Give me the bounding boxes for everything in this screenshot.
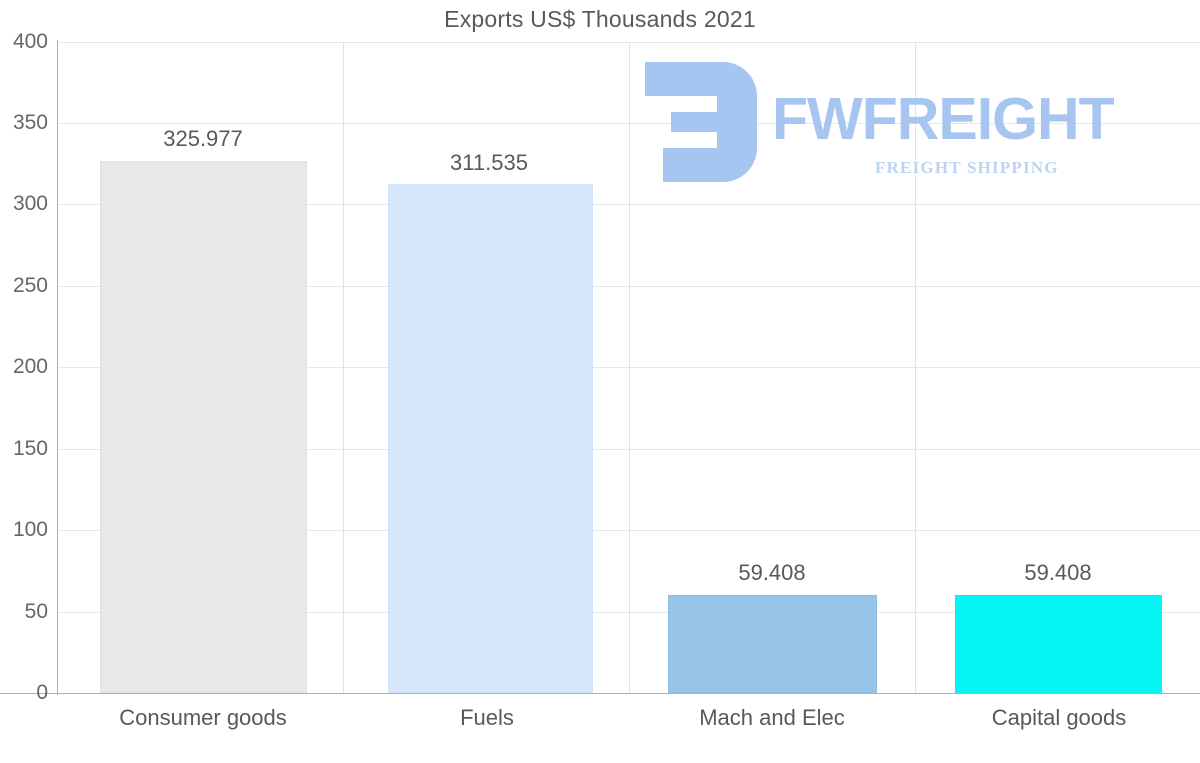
x-axis-label-fuels: Fuels — [460, 705, 514, 730]
y-axis-tick-200: 200 — [12, 355, 48, 378]
bar-value-label-consumer-goods: 325.977 — [163, 126, 243, 151]
y-axis-tick-300: 300 — [12, 192, 48, 215]
category-separator-1 — [343, 42, 344, 693]
y-axis-tick-250: 250 — [12, 274, 48, 297]
y-axis-tick-50: 50 — [24, 600, 48, 623]
bar-mach-and-elec[interactable] — [668, 595, 877, 693]
bars-container — [58, 42, 1200, 693]
bar-capital-goods[interactable] — [955, 595, 1162, 693]
bar-value-label-capital-goods: 59.408 — [1024, 560, 1092, 585]
y-axis-tick-350: 350 — [12, 111, 48, 134]
category-separator-2 — [629, 42, 630, 693]
y-axis-tick-400: 400 — [12, 30, 48, 53]
x-axis-label-capital-goods: Capital goods — [991, 705, 1127, 730]
x-axis-line — [0, 693, 1200, 694]
y-axis-tick-0: 0 — [36, 681, 48, 704]
bar-fuels[interactable] — [388, 184, 593, 693]
y-axis-tick-150: 150 — [12, 437, 48, 460]
x-axis-label-mach-and-elec: Mach and Elec — [699, 705, 845, 730]
chart-title: Exports US$ Thousands 2021 — [444, 6, 756, 32]
category-separator-3 — [915, 42, 916, 693]
bar-value-label-mach-and-elec: 59.408 — [738, 560, 806, 585]
bar-value-label-fuels: 311.535 — [450, 150, 528, 175]
y-axis-tick-100: 100 — [12, 518, 48, 541]
y-axis-line — [57, 40, 58, 695]
bar-consumer-goods[interactable] — [100, 161, 307, 693]
x-axis-label-consumer-goods: Consumer goods — [119, 705, 287, 730]
